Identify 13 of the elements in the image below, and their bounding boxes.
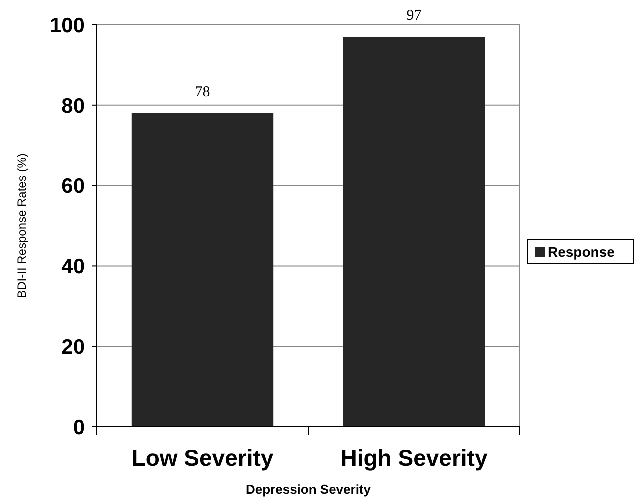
y-tick-label: 40	[62, 256, 85, 279]
data-label: 97	[406, 8, 422, 24]
y-tick-label: 0	[73, 416, 85, 440]
y-axis-title: BDI-II Response Rates (%)	[15, 154, 29, 298]
y-tick-label: 20	[62, 336, 85, 359]
data-label: 78	[195, 84, 210, 100]
legend-label: Response	[548, 244, 616, 260]
y-tick-label: 100	[50, 14, 85, 38]
x-axis-title: Depression Severity	[246, 482, 372, 497]
x-tick-label: High Severity	[340, 445, 488, 471]
y-tick-label: 80	[62, 94, 85, 118]
x-tick-label: Low Severity	[132, 445, 274, 471]
y-tick-label: 60	[62, 175, 85, 198]
